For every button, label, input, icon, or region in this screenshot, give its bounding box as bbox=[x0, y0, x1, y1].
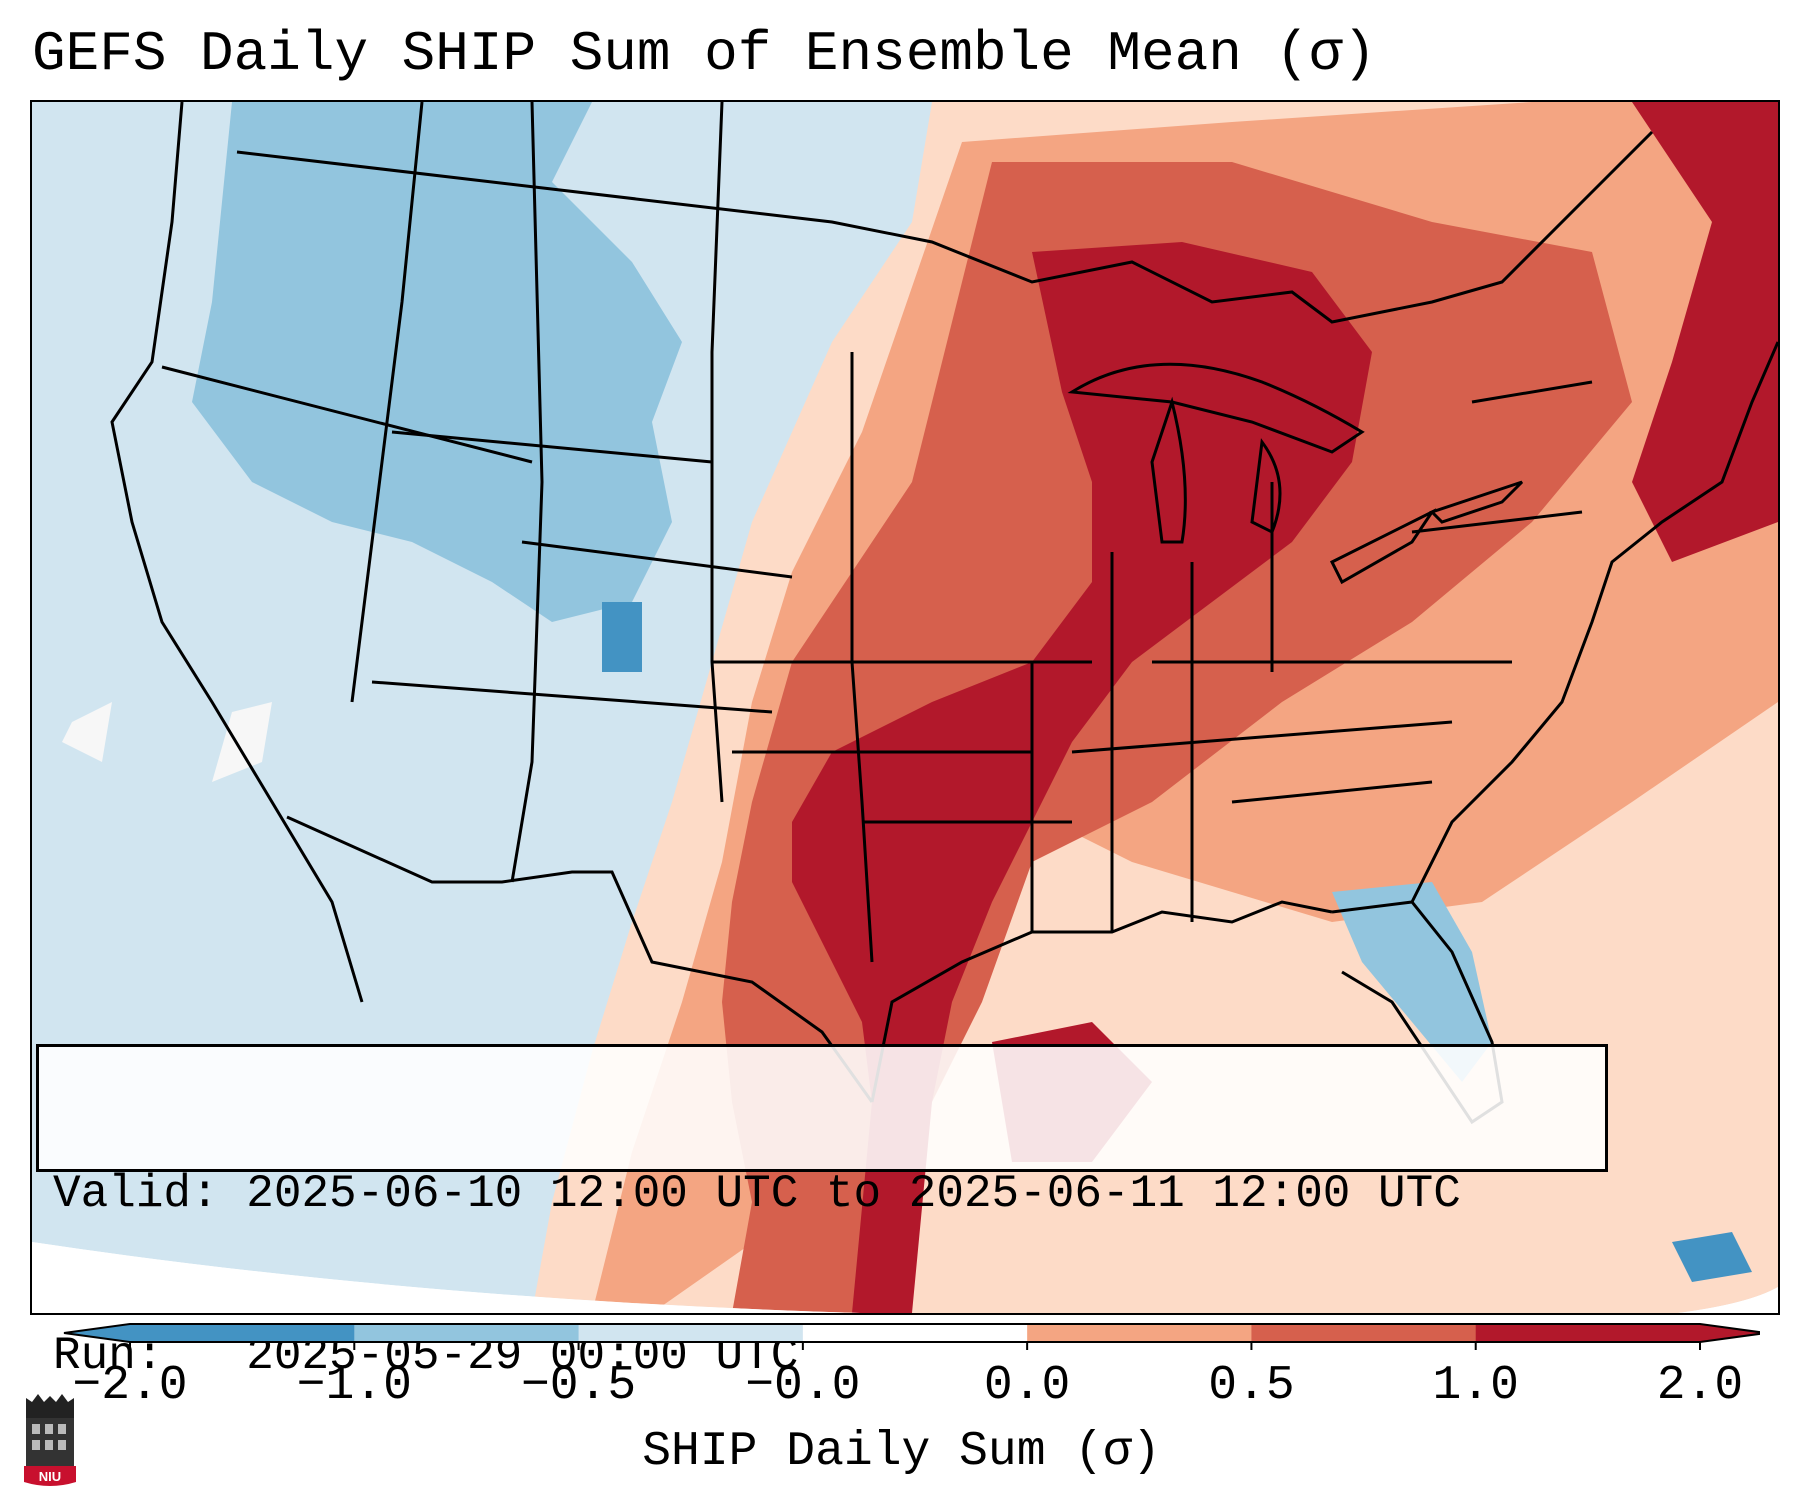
colorbar-tick-label: −0.5 bbox=[520, 1359, 637, 1413]
valid-time-text: Valid: 2025-06-10 12:00 UTC to 2025-06-1… bbox=[53, 1168, 1461, 1220]
boundaries bbox=[110, 102, 1778, 1125]
page-title: GEFS Daily SHIP Sum of Ensemble Mean (σ) bbox=[32, 22, 1377, 86]
validity-info-box: Valid: 2025-06-10 12:00 UTC to 2025-06-1… bbox=[36, 1044, 1608, 1382]
colorbar-label: SHIP Daily Sum (σ) bbox=[642, 1425, 1161, 1479]
anomaly-region-colorado bbox=[602, 602, 642, 672]
colorbar-tick-label: −1.0 bbox=[296, 1359, 412, 1413]
anomaly-region-florida bbox=[1332, 882, 1492, 1082]
colorbar-segment bbox=[578, 1324, 804, 1342]
anomaly-region-central-strong bbox=[722, 162, 1632, 1313]
niu-logo-icon: NIU bbox=[24, 1394, 76, 1486]
colorbar-segment bbox=[802, 1324, 1028, 1342]
anomaly-region-nw bbox=[192, 102, 682, 622]
colorbar-segment bbox=[130, 1324, 355, 1342]
colorbar-tick-label: 0.5 bbox=[1208, 1359, 1295, 1413]
colorbar-segment bbox=[1475, 1324, 1701, 1342]
colorbar-extend-low bbox=[64, 1324, 130, 1342]
colorbar-tick-label: 1.0 bbox=[1432, 1359, 1519, 1413]
colorbar-segment bbox=[1251, 1324, 1477, 1342]
colorbar-segment bbox=[1027, 1324, 1252, 1342]
colorbar-segment bbox=[354, 1324, 580, 1342]
colorbar-tick-label: 2.0 bbox=[1656, 1359, 1744, 1413]
colorbar bbox=[63, 1323, 1760, 1350]
colorbar-tick-label: −2.0 bbox=[72, 1359, 188, 1413]
logo-text: NIU bbox=[39, 1469, 61, 1484]
colorbar-extend-high bbox=[1700, 1324, 1760, 1342]
colorbar-tick-label: −0.0 bbox=[745, 1359, 861, 1413]
colorbar-tick-label: 0.0 bbox=[983, 1359, 1071, 1413]
